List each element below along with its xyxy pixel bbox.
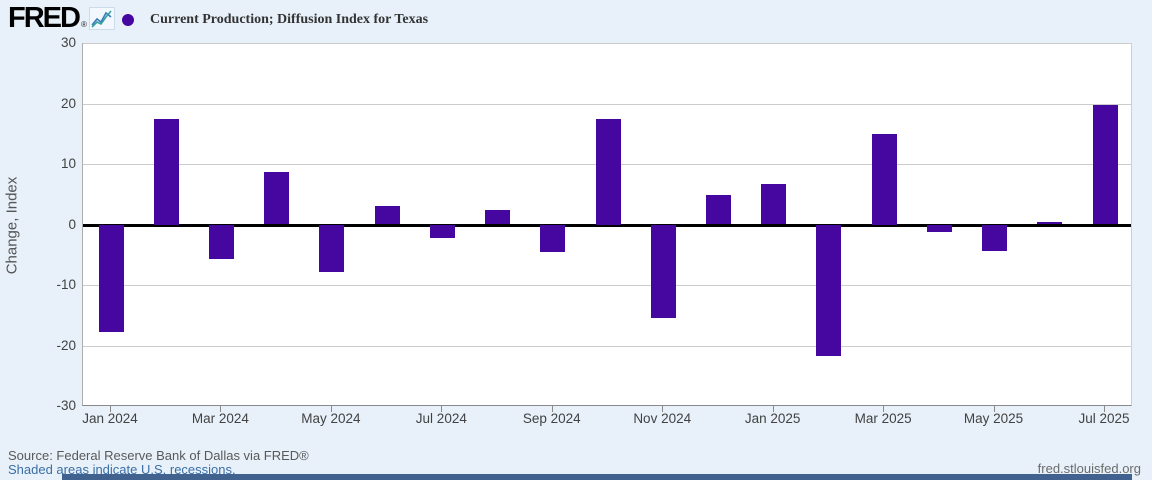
y-tick-label: 10 — [60, 156, 76, 171]
bottom-bar — [62, 474, 1132, 480]
fred-logo[interactable]: FRED ® — [8, 2, 115, 34]
x-tick-mark — [441, 406, 443, 412]
x-tick-mark — [662, 406, 664, 412]
bar-mar-2024[interactable] — [208, 224, 234, 259]
x-tick-mark — [220, 406, 222, 412]
y-tick-label: -10 — [56, 277, 76, 292]
gridline--20 — [83, 345, 1131, 347]
x-tick-label: Nov 2024 — [633, 411, 692, 426]
bar-mar-2025[interactable] — [871, 133, 897, 225]
x-tick-mark — [330, 406, 332, 412]
series-legend: Current Production; Diffusion Index for … — [122, 12, 428, 28]
gridline--10 — [83, 285, 1131, 286]
x-tick-label: Jan 2024 — [82, 411, 138, 426]
source-text: Source: Federal Reserve Bank of Dallas v… — [8, 448, 309, 463]
y-tick-label: 20 — [60, 95, 76, 111]
x-tick-mark — [551, 406, 553, 412]
zero-line — [83, 223, 1131, 227]
bar-feb-2024[interactable] — [153, 118, 179, 225]
bar-jul-2025[interactable] — [1092, 104, 1118, 225]
y-tick-label: -20 — [56, 337, 76, 353]
bar-jul-2024[interactable] — [429, 224, 455, 238]
x-tick-mark — [993, 406, 995, 412]
fred-logo-text: FRED — [8, 2, 81, 34]
y-tick-label: 0 — [68, 216, 76, 232]
bar-oct-2024[interactable] — [595, 118, 621, 225]
x-tick-mark — [1104, 406, 1105, 412]
x-tick-mark — [110, 406, 111, 412]
y-tick-label: -30 — [56, 398, 76, 413]
gridline-30 — [83, 43, 1131, 44]
x-tick-label: May 2025 — [963, 411, 1024, 426]
bar-sep-2024[interactable] — [540, 224, 566, 253]
bar-may-2025[interactable] — [982, 224, 1008, 252]
plot-area[interactable] — [82, 43, 1132, 406]
y-tick-label: 30 — [60, 35, 76, 50]
x-tick-label: Jul 2024 — [415, 411, 467, 426]
x-tick-label: Mar 2025 — [854, 411, 912, 426]
recessions-link[interactable]: Shaded areas indicate U.S. recessions. — [8, 462, 236, 477]
bar-apr-2024[interactable] — [264, 172, 290, 225]
series-marker-icon — [122, 14, 134, 26]
bar-jun-2024[interactable] — [374, 205, 400, 225]
x-tick-label: Jan 2025 — [744, 411, 801, 426]
x-tick-label: May 2024 — [301, 411, 361, 426]
x-tick-label: Sep 2024 — [522, 411, 581, 426]
x-tick-label: Mar 2024 — [191, 411, 249, 426]
x-tick-label: Jul 2025 — [1078, 411, 1130, 426]
series-title: Current Production; Diffusion Index for … — [150, 12, 429, 27]
bar-feb-2025[interactable] — [816, 224, 842, 356]
bar-nov-2024[interactable] — [650, 224, 676, 319]
fred-sparkline-icon — [88, 7, 115, 30]
bar-jan-2024[interactable] — [98, 224, 124, 333]
bar-apr-2025[interactable] — [926, 224, 952, 232]
bar-jun-2025[interactable] — [1037, 222, 1063, 225]
x-tick-mark — [883, 406, 885, 412]
bar-jan-2025[interactable] — [761, 183, 787, 225]
gridline-20 — [83, 103, 1131, 105]
bar-aug-2024[interactable] — [485, 209, 511, 225]
bar-may-2024[interactable] — [319, 224, 345, 272]
bar-dec-2024[interactable] — [705, 194, 731, 225]
registered-mark: ® — [80, 20, 87, 29]
x-tick-mark — [772, 406, 774, 412]
fred-site-link[interactable]: fred.stlouisfed.org — [1037, 461, 1141, 476]
